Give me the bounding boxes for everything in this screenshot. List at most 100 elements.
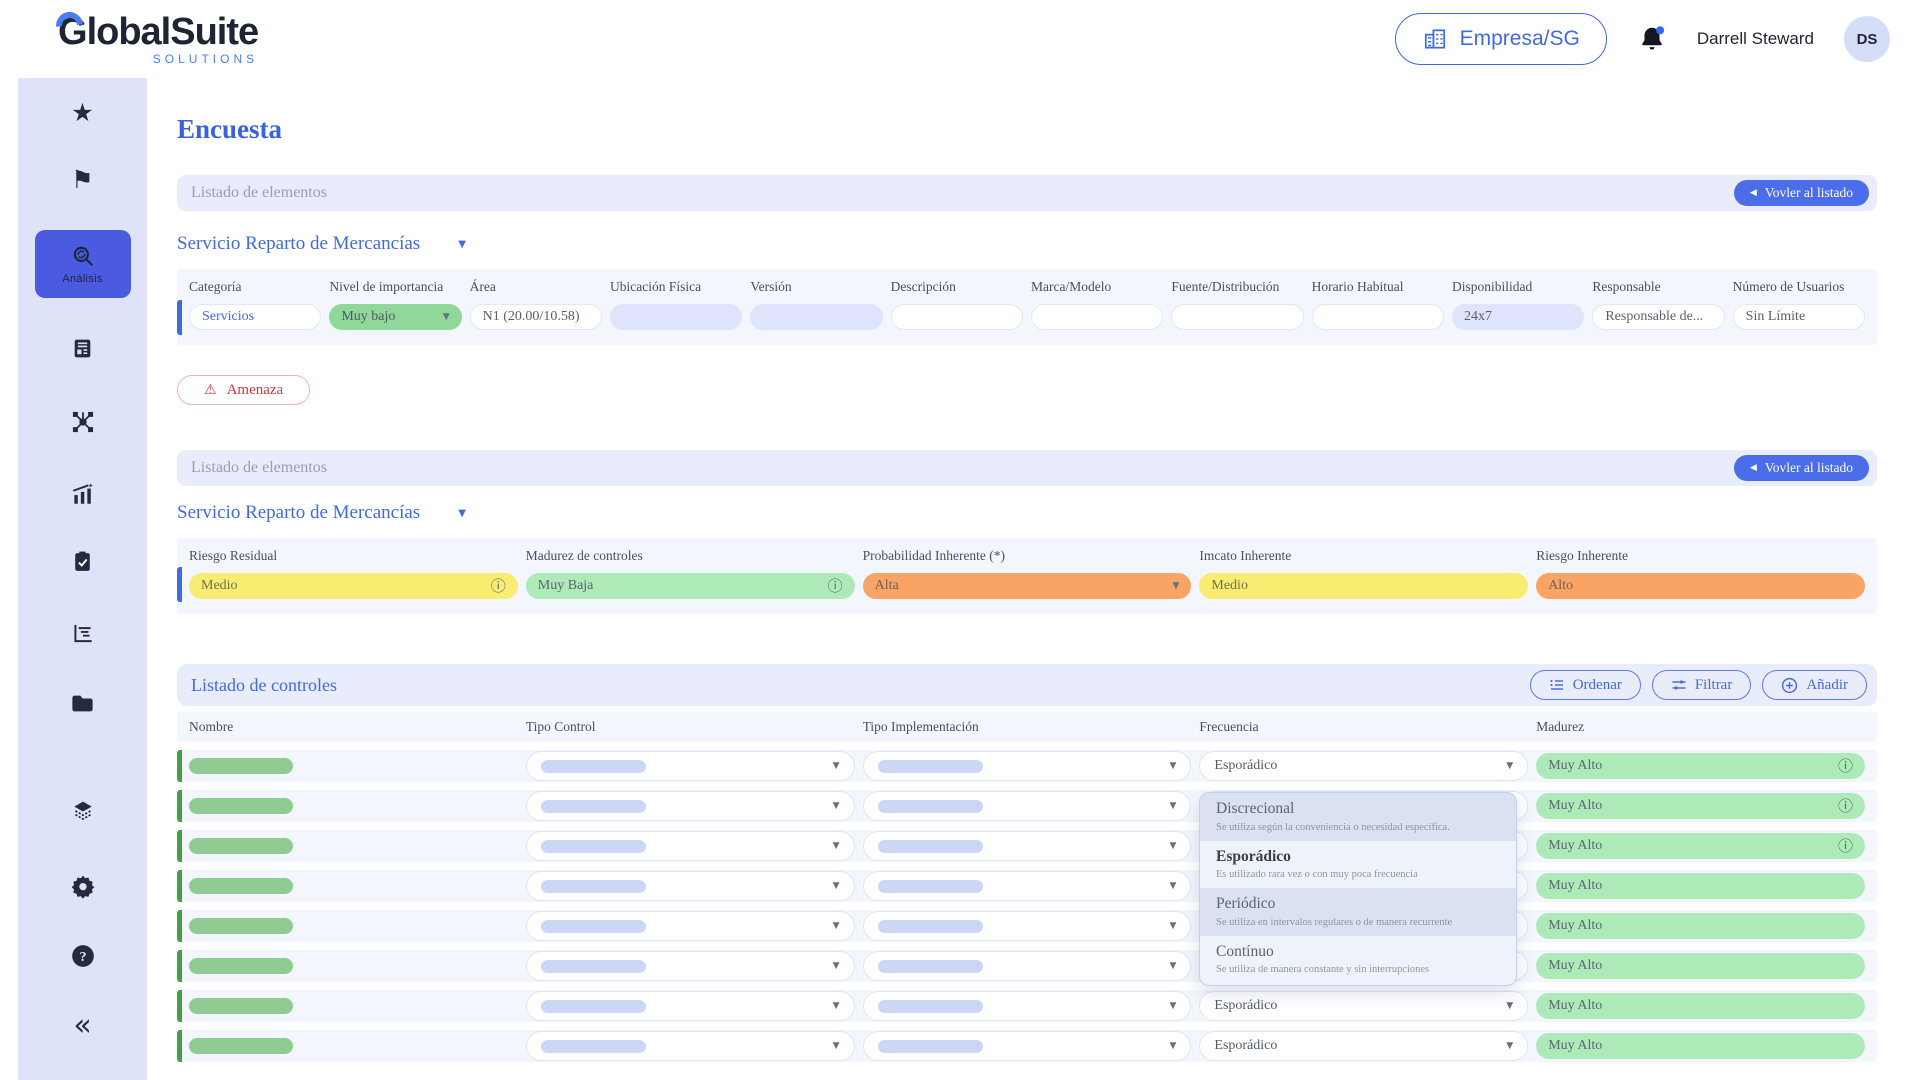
- frequency-select[interactable]: Esporádico ▼: [1199, 1031, 1529, 1061]
- control-type-select[interactable]: ▼: [525, 911, 855, 941]
- info-icon[interactable]: ⓘ: [1837, 796, 1853, 815]
- column-header: Descripción: [890, 279, 956, 294]
- info-icon[interactable]: ⓘ: [1837, 756, 1853, 775]
- chevron-down-icon: ▼: [1172, 581, 1180, 591]
- control-type-select[interactable]: ▼: [525, 831, 855, 861]
- ubicacion-fisica-field[interactable]: [609, 304, 743, 330]
- option-label: Contínuo: [1216, 942, 1274, 960]
- horario-habitual-field[interactable]: [1311, 304, 1444, 330]
- frequency-option-contínuo[interactable]: Contínuo Se utiliza de manera constante y…: [1200, 936, 1516, 984]
- sidebar-item-settings[interactable]: [35, 873, 131, 899]
- sidebar-item-network[interactable]: [35, 409, 131, 435]
- frequency-option-discrecional[interactable]: Discrecional Se utiliza según la convenie…: [1200, 793, 1516, 841]
- maturity-badge: Muy Alto: [1536, 953, 1865, 979]
- service-selector[interactable]: Servicio Reparto de Mercancías ▼: [177, 233, 466, 254]
- implementation-type-select[interactable]: ▼: [862, 991, 1192, 1021]
- chevron-down-icon: ▼: [832, 961, 840, 971]
- sidebar-item-layers[interactable]: [35, 799, 131, 825]
- column-header: Nivel de importancia: [329, 279, 444, 294]
- column-header: Versión: [750, 279, 792, 294]
- sidebar-item-documents[interactable]: [35, 336, 131, 361]
- riesgo-inherente-badge: Alto: [1536, 573, 1865, 599]
- control-name-cell: [189, 958, 518, 974]
- frequency-option-periódico[interactable]: Periódico Se utiliza en intervalos regula…: [1200, 888, 1516, 936]
- company-switcher-button[interactable]: Empresa/SG: [1394, 13, 1607, 65]
- option-label: Esporádico: [1216, 847, 1291, 865]
- row-accent-bar: [177, 750, 182, 782]
- info-icon[interactable]: ⓘ: [827, 576, 843, 595]
- area-value[interactable]: N1 (20.00/10.58): [469, 304, 602, 330]
- sidebar-item-files[interactable]: [35, 690, 131, 717]
- select-value-placeholder: [540, 799, 646, 813]
- sidebar-item-favorites[interactable]: ★: [35, 100, 131, 125]
- pill-text: Medio: [201, 578, 238, 593]
- add-button[interactable]: Añadir: [1762, 670, 1867, 700]
- layers-icon: [70, 799, 96, 825]
- control-type-select[interactable]: ▼: [525, 1031, 855, 1061]
- row-accent-bar: [177, 830, 182, 862]
- logo-subtext: SOLUTIONS: [152, 52, 259, 66]
- sidebar-item-statistics[interactable]: [35, 481, 131, 507]
- control-type-select[interactable]: ▼: [525, 991, 855, 1021]
- risk-table: Riesgo Residual Madurez de controles Proba…: [177, 538, 1877, 614]
- maturity-badge: Muy Alto: [1536, 993, 1865, 1019]
- control-type-select[interactable]: ▼: [525, 751, 855, 781]
- control-type-select[interactable]: ▼: [525, 791, 855, 821]
- maturity-badge: Muy Alto: [1536, 873, 1865, 899]
- implementation-type-select[interactable]: ▼: [862, 751, 1192, 781]
- implementation-type-select[interactable]: ▼: [862, 951, 1192, 981]
- network-icon: [70, 409, 96, 435]
- numero-usuarios-field[interactable]: Sin Límite: [1732, 304, 1865, 330]
- info-icon[interactable]: ⓘ: [1837, 836, 1853, 855]
- probabilidad-inherente-select[interactable]: Alta ▼: [862, 573, 1192, 599]
- control-type-select[interactable]: ▼: [525, 871, 855, 901]
- notifications-bell-icon[interactable]: [1637, 24, 1667, 54]
- sidebar-item-flags[interactable]: ⚑: [35, 167, 131, 192]
- sidebar-item-reports[interactable]: [35, 620, 131, 646]
- control-name-placeholder: [189, 918, 293, 934]
- implementation-type-select[interactable]: ▼: [862, 831, 1192, 861]
- sidebar-item-tasks[interactable]: [35, 549, 131, 574]
- frequency-option-esporádico[interactable]: Esporádico Es utilizado rara vez o con mu…: [1200, 841, 1516, 889]
- descripcion-field[interactable]: [890, 304, 1023, 330]
- implementation-type-select[interactable]: ▼: [862, 911, 1192, 941]
- implementation-type-select[interactable]: ▼: [862, 871, 1192, 901]
- disponibilidad-field[interactable]: 24x7: [1451, 304, 1585, 330]
- implementation-type-select[interactable]: ▼: [862, 1031, 1192, 1061]
- control-name-cell: [189, 798, 518, 814]
- info-icon[interactable]: ⓘ: [490, 576, 506, 595]
- amenaza-button[interactable]: ⚠ Amenaza: [177, 375, 311, 405]
- notification-dot: [1655, 26, 1664, 35]
- filter-button[interactable]: Filtrar: [1651, 670, 1752, 700]
- control-name-placeholder: [189, 958, 293, 974]
- nivel-importancia-select[interactable]: Muy bajo ▼: [329, 304, 462, 330]
- column-header: Tipo Control: [525, 719, 596, 734]
- control-name-placeholder: [189, 998, 293, 1014]
- sidebar-collapse-button[interactable]: «: [35, 1011, 131, 1041]
- select-value-placeholder: [877, 879, 983, 893]
- marca-modelo-field[interactable]: [1030, 304, 1164, 330]
- responsable-field[interactable]: Responsable de...: [1592, 304, 1725, 330]
- sidebar-item-help[interactable]: ?: [35, 943, 131, 969]
- back-to-list-button[interactable]: ◀ Vovler al listado: [1733, 455, 1869, 481]
- back-to-list-button[interactable]: ◀ Vovler al listado: [1733, 180, 1869, 206]
- frequency-select[interactable]: Esporádico ▼: [1199, 991, 1529, 1021]
- column-header: Marca/Modelo: [1030, 279, 1112, 294]
- version-field[interactable]: [750, 304, 883, 330]
- frequency-select[interactable]: Esporádico ▼: [1199, 751, 1529, 781]
- option-description: Se utiliza según la conveniencia o neces…: [1216, 821, 1450, 833]
- controls-table: Nombre Tipo Control Tipo Implementación Fre…: [177, 712, 1877, 1062]
- pill-text: Muy bajo: [341, 309, 396, 324]
- control-type-select[interactable]: ▼: [525, 951, 855, 981]
- user-avatar[interactable]: DS: [1844, 16, 1890, 62]
- service-selector[interactable]: Servicio Reparto de Mercancías ▼: [177, 502, 466, 523]
- categoria-value[interactable]: Servicios: [189, 304, 322, 330]
- implementation-type-select[interactable]: ▼: [862, 791, 1192, 821]
- column-header: Fuente/Distribución: [1171, 279, 1280, 294]
- collapse-chevrons-icon: «: [73, 1008, 92, 1043]
- fuente-distribucion-field[interactable]: [1171, 304, 1304, 330]
- sidebar-item-analysis[interactable]: Análisis: [34, 230, 131, 298]
- column-header: Probabilidad Inherente (*): [862, 548, 1006, 563]
- chevron-down-icon: ▼: [1169, 961, 1177, 971]
- sort-button[interactable]: Ordenar: [1529, 670, 1641, 700]
